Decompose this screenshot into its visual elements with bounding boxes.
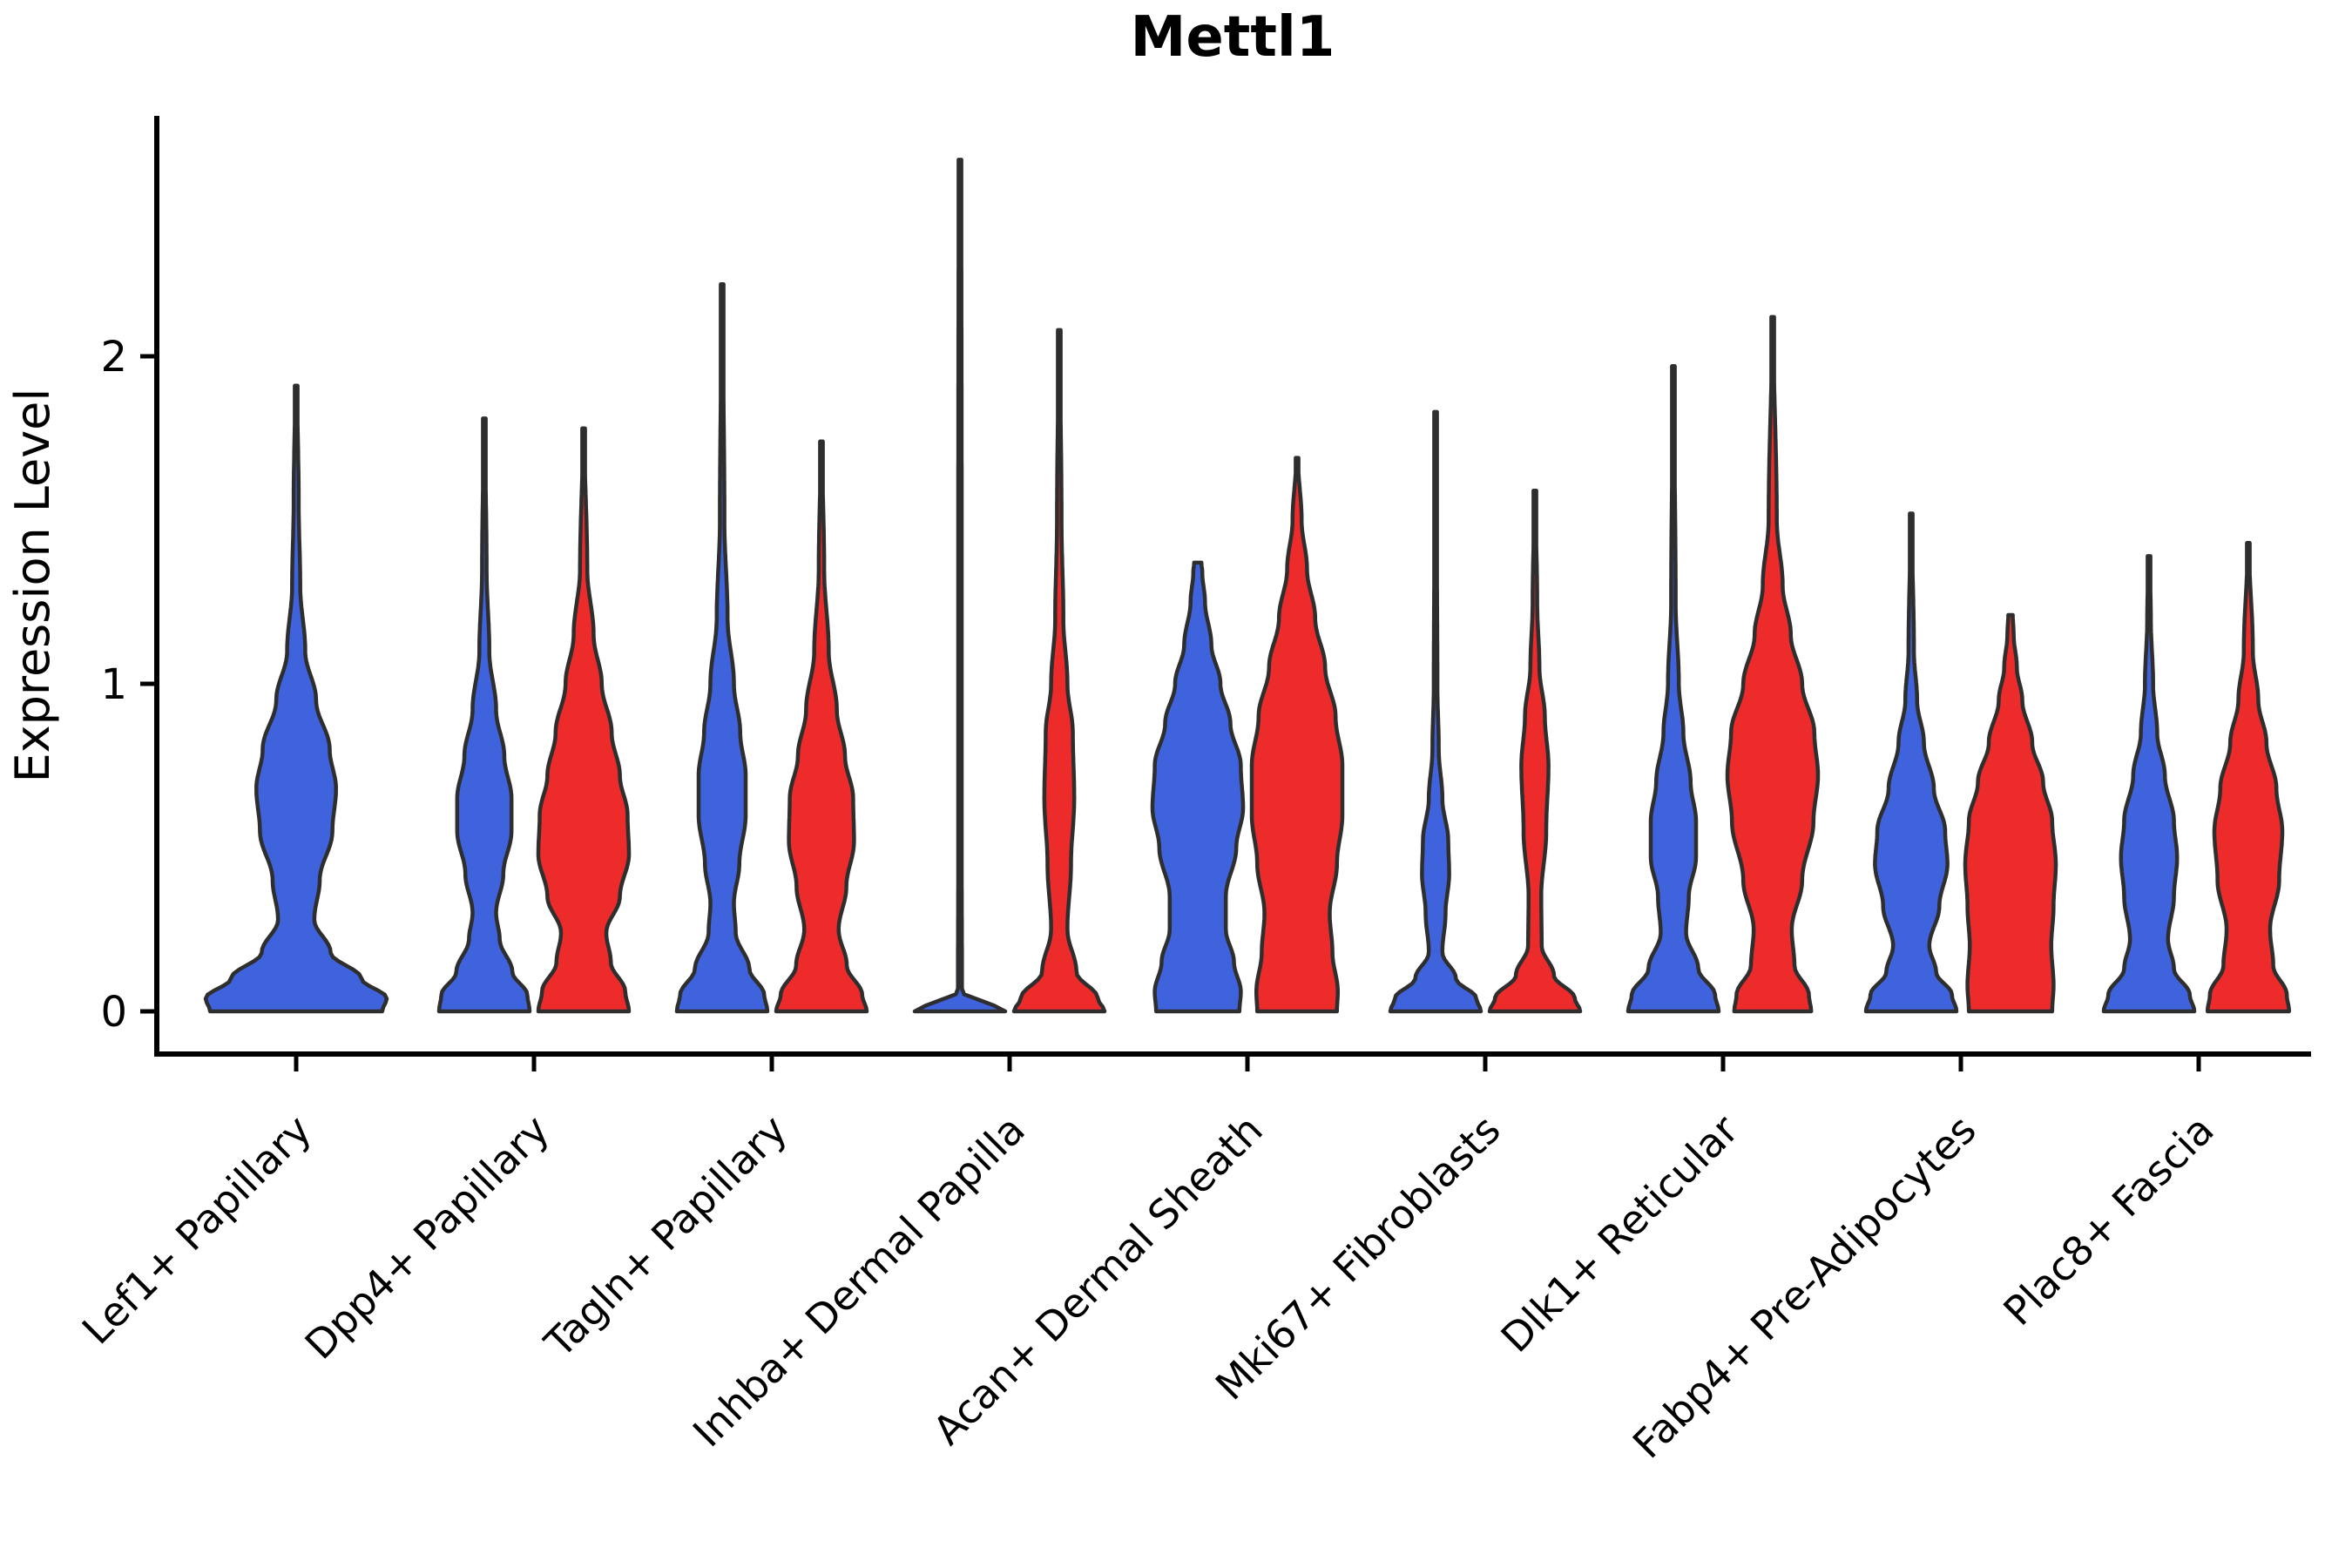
violin-dlk1+-red <box>1725 314 1821 1014</box>
violin-dlk1+-blue <box>1625 364 1721 1014</box>
violin-acan+-blue <box>1150 560 1246 1014</box>
violin-dpp4+-red <box>536 426 632 1014</box>
violin-inhba+-red <box>1011 328 1107 1014</box>
violin-lef1+-blue <box>203 383 389 1014</box>
plot-title: Mettl1 <box>1131 5 1335 70</box>
violin-plac8+-red <box>2205 541 2292 1014</box>
x-tick-label: Plac8+ Fascia <box>1994 1106 2222 1335</box>
violin-fabp4+-blue <box>1863 511 1959 1014</box>
violin-group <box>203 158 2292 1014</box>
violin-plac8+-blue <box>2101 554 2197 1014</box>
x-tick-label: Tagln+ Papillary <box>535 1106 796 1368</box>
y-tick-label: 2 <box>100 333 127 382</box>
violin-tagln+-blue <box>674 282 770 1014</box>
violin-mki67+-red <box>1487 488 1583 1014</box>
violin-acan+-red <box>1249 456 1345 1014</box>
violin-inhba+-blue <box>912 158 1008 1014</box>
y-tick-label: 1 <box>100 660 127 709</box>
y-tick-label: 0 <box>100 988 127 1037</box>
violin-dpp4+-blue <box>436 416 532 1014</box>
y-axis-label: Expression Level <box>5 389 60 783</box>
x-tick-label: Lef1+ Papillary <box>73 1106 321 1354</box>
violin-tagln+-red <box>774 439 869 1014</box>
x-tick-label: Dpp4+ Papillary <box>296 1106 558 1369</box>
x-tick-label: Dlk1+ Reticular <box>1492 1106 1747 1362</box>
violin-mki67+-blue <box>1388 409 1484 1014</box>
violin-fabp4+-red <box>1963 612 2058 1014</box>
